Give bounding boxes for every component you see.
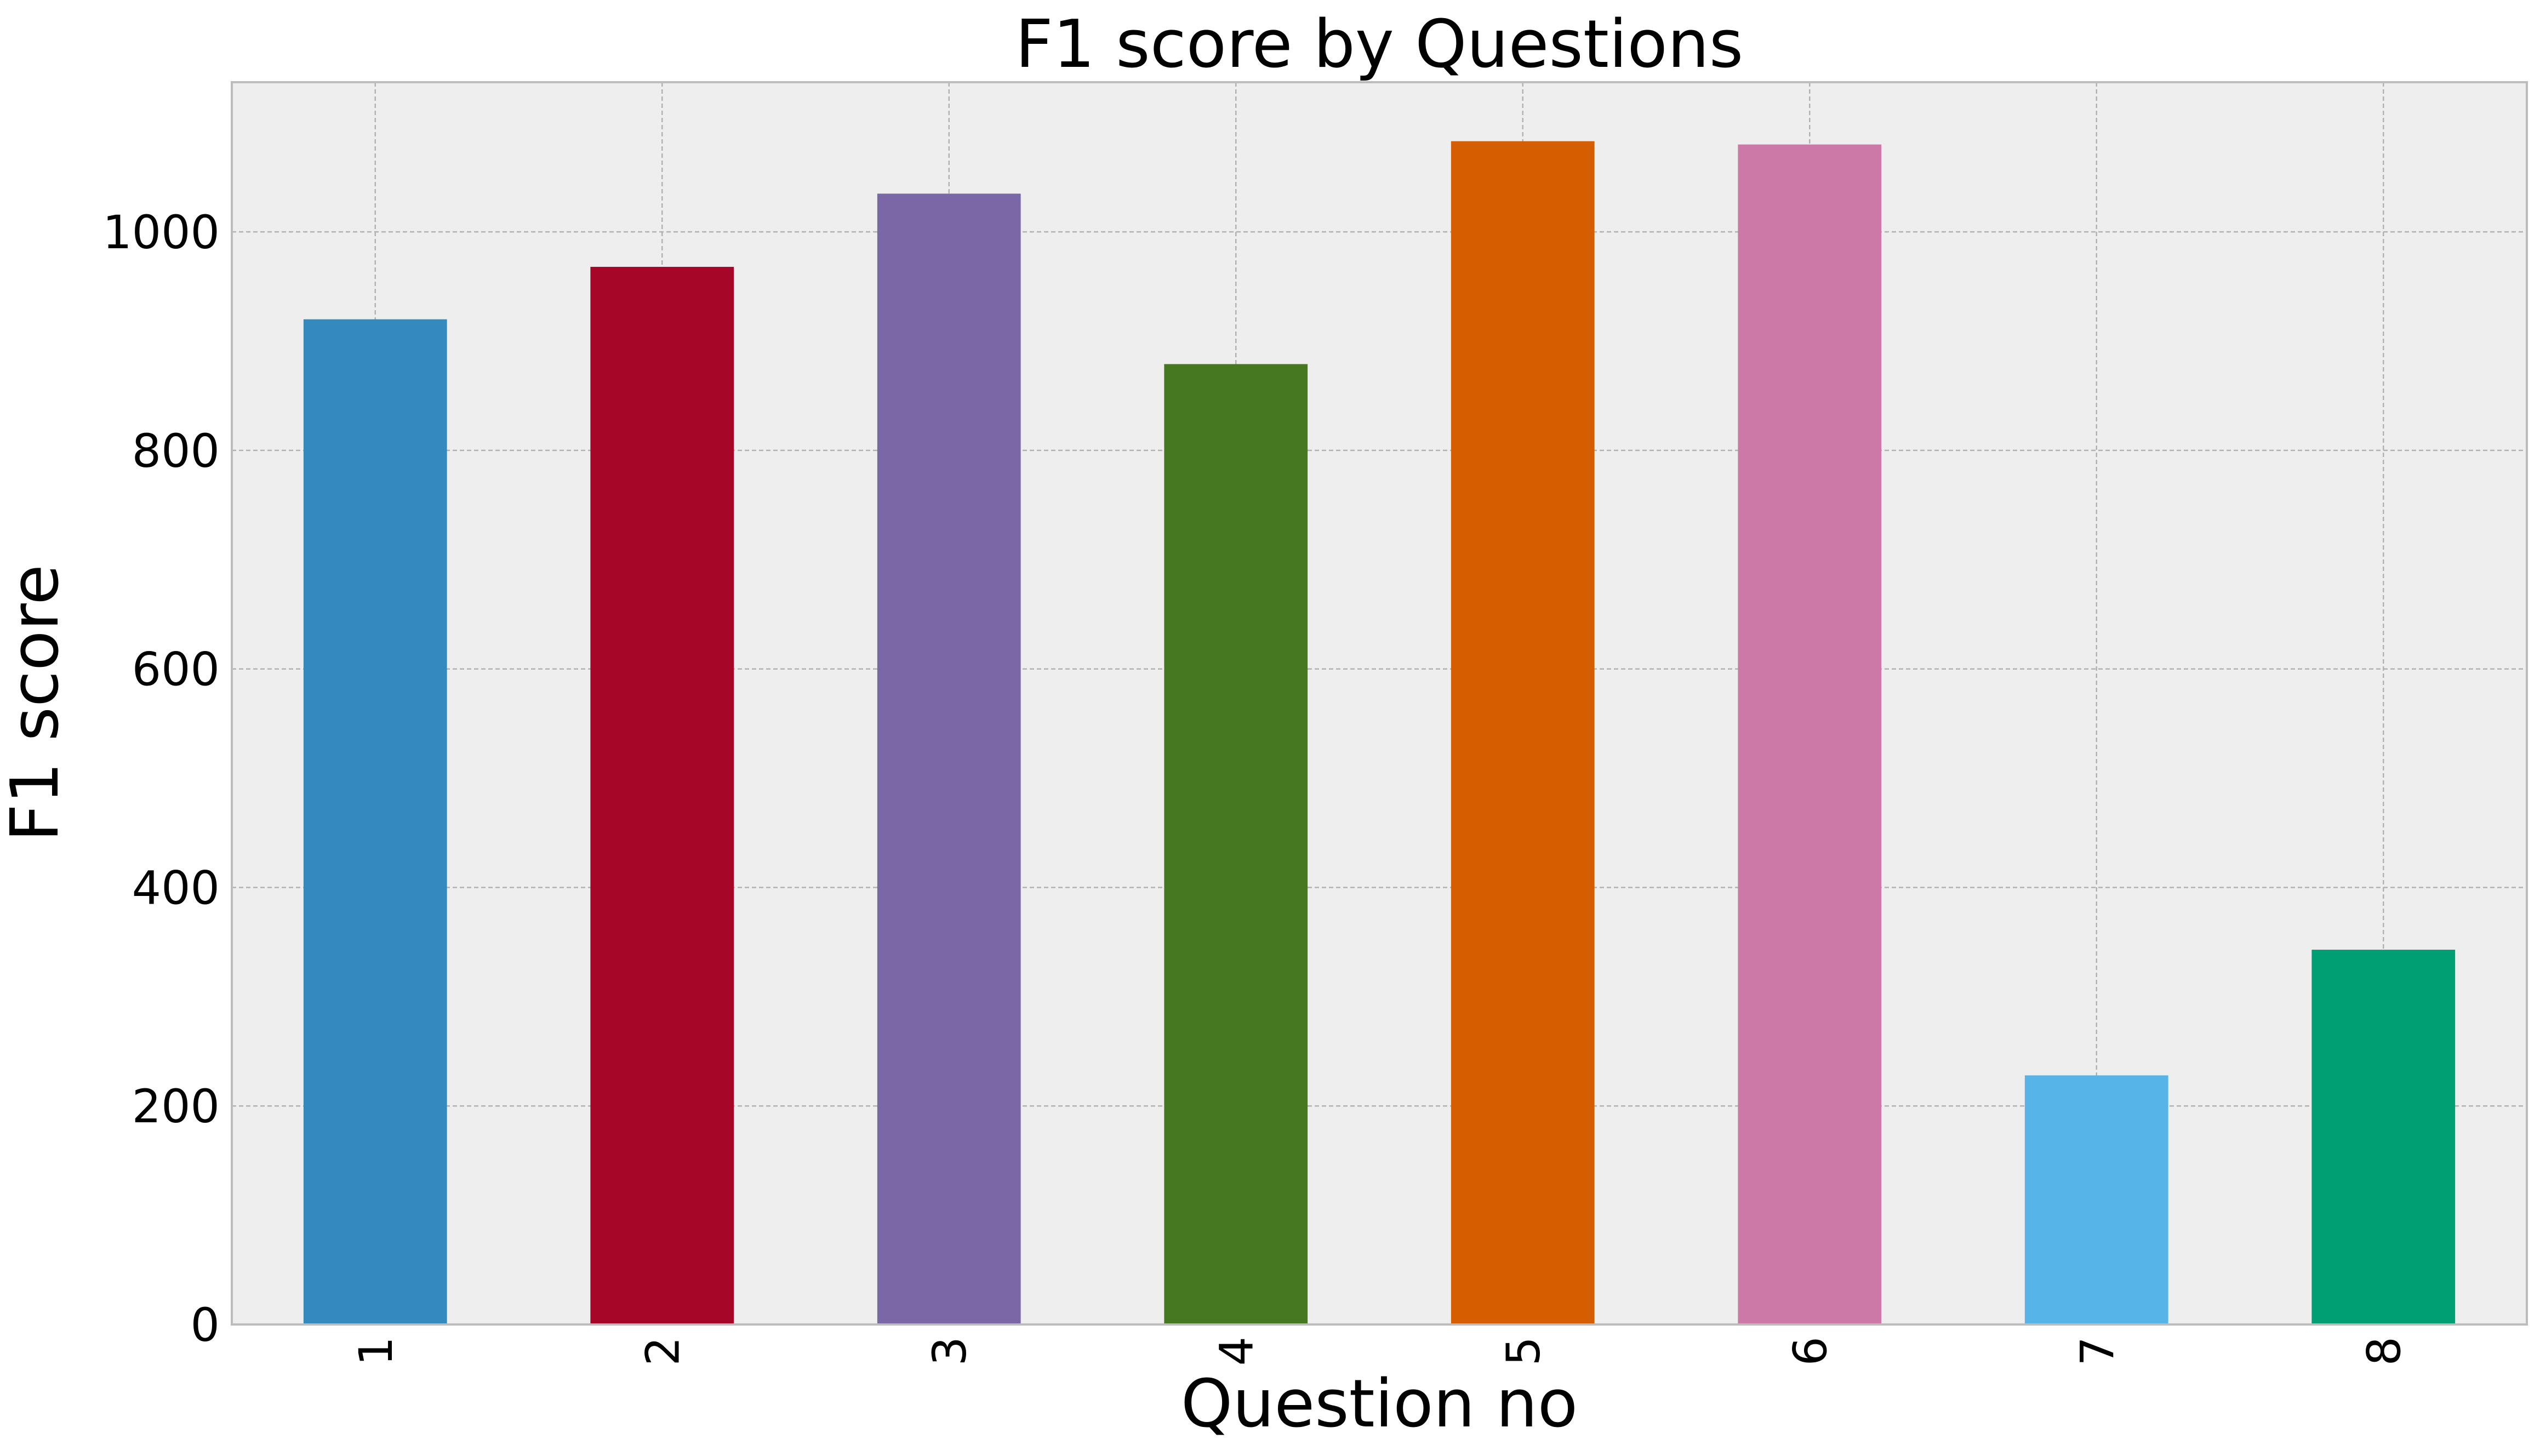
bar-question-3 [877,193,1021,1324]
x-tick-label: 3 [923,1337,977,1366]
y-tick-label: 400 [132,861,220,915]
x-tick-label: 1 [349,1337,403,1366]
chart-title: F1 score by Questions [1015,7,1744,83]
y-tick-label: 0 [191,1298,220,1352]
x-axis-ticks: 1 2 3 4 5 6 7 8 [349,1337,2411,1366]
bar-question-2 [590,266,734,1325]
y-tick-label: 800 [132,424,220,478]
bars [303,141,2456,1325]
x-tick-label: 8 [2357,1337,2411,1366]
y-tick-label: 1000 [102,205,220,259]
bar-question-1 [303,319,447,1324]
bar-question-7 [2024,1075,2168,1324]
bar-question-6 [1738,144,1882,1324]
x-tick-label: 5 [1497,1337,1550,1366]
x-tick-label: 2 [636,1337,689,1366]
bar-question-4 [1164,364,1308,1324]
bar-question-8 [2311,950,2456,1324]
x-tick-label: 4 [1209,1337,1263,1366]
x-tick-label: 6 [1783,1337,1837,1366]
bar-question-5 [1451,141,1595,1325]
plot-frame [231,81,2528,1326]
plot-area [232,82,2527,1324]
y-axis-ticks: 0 200 400 600 800 1000 [102,205,220,1352]
x-tick-label: 7 [2070,1337,2124,1366]
y-tick-label: 200 [132,1080,220,1133]
x-axis-label: Question no [1181,1366,1578,1442]
y-tick-label: 600 [132,643,220,696]
y-axis-label: F1 score [0,564,73,842]
